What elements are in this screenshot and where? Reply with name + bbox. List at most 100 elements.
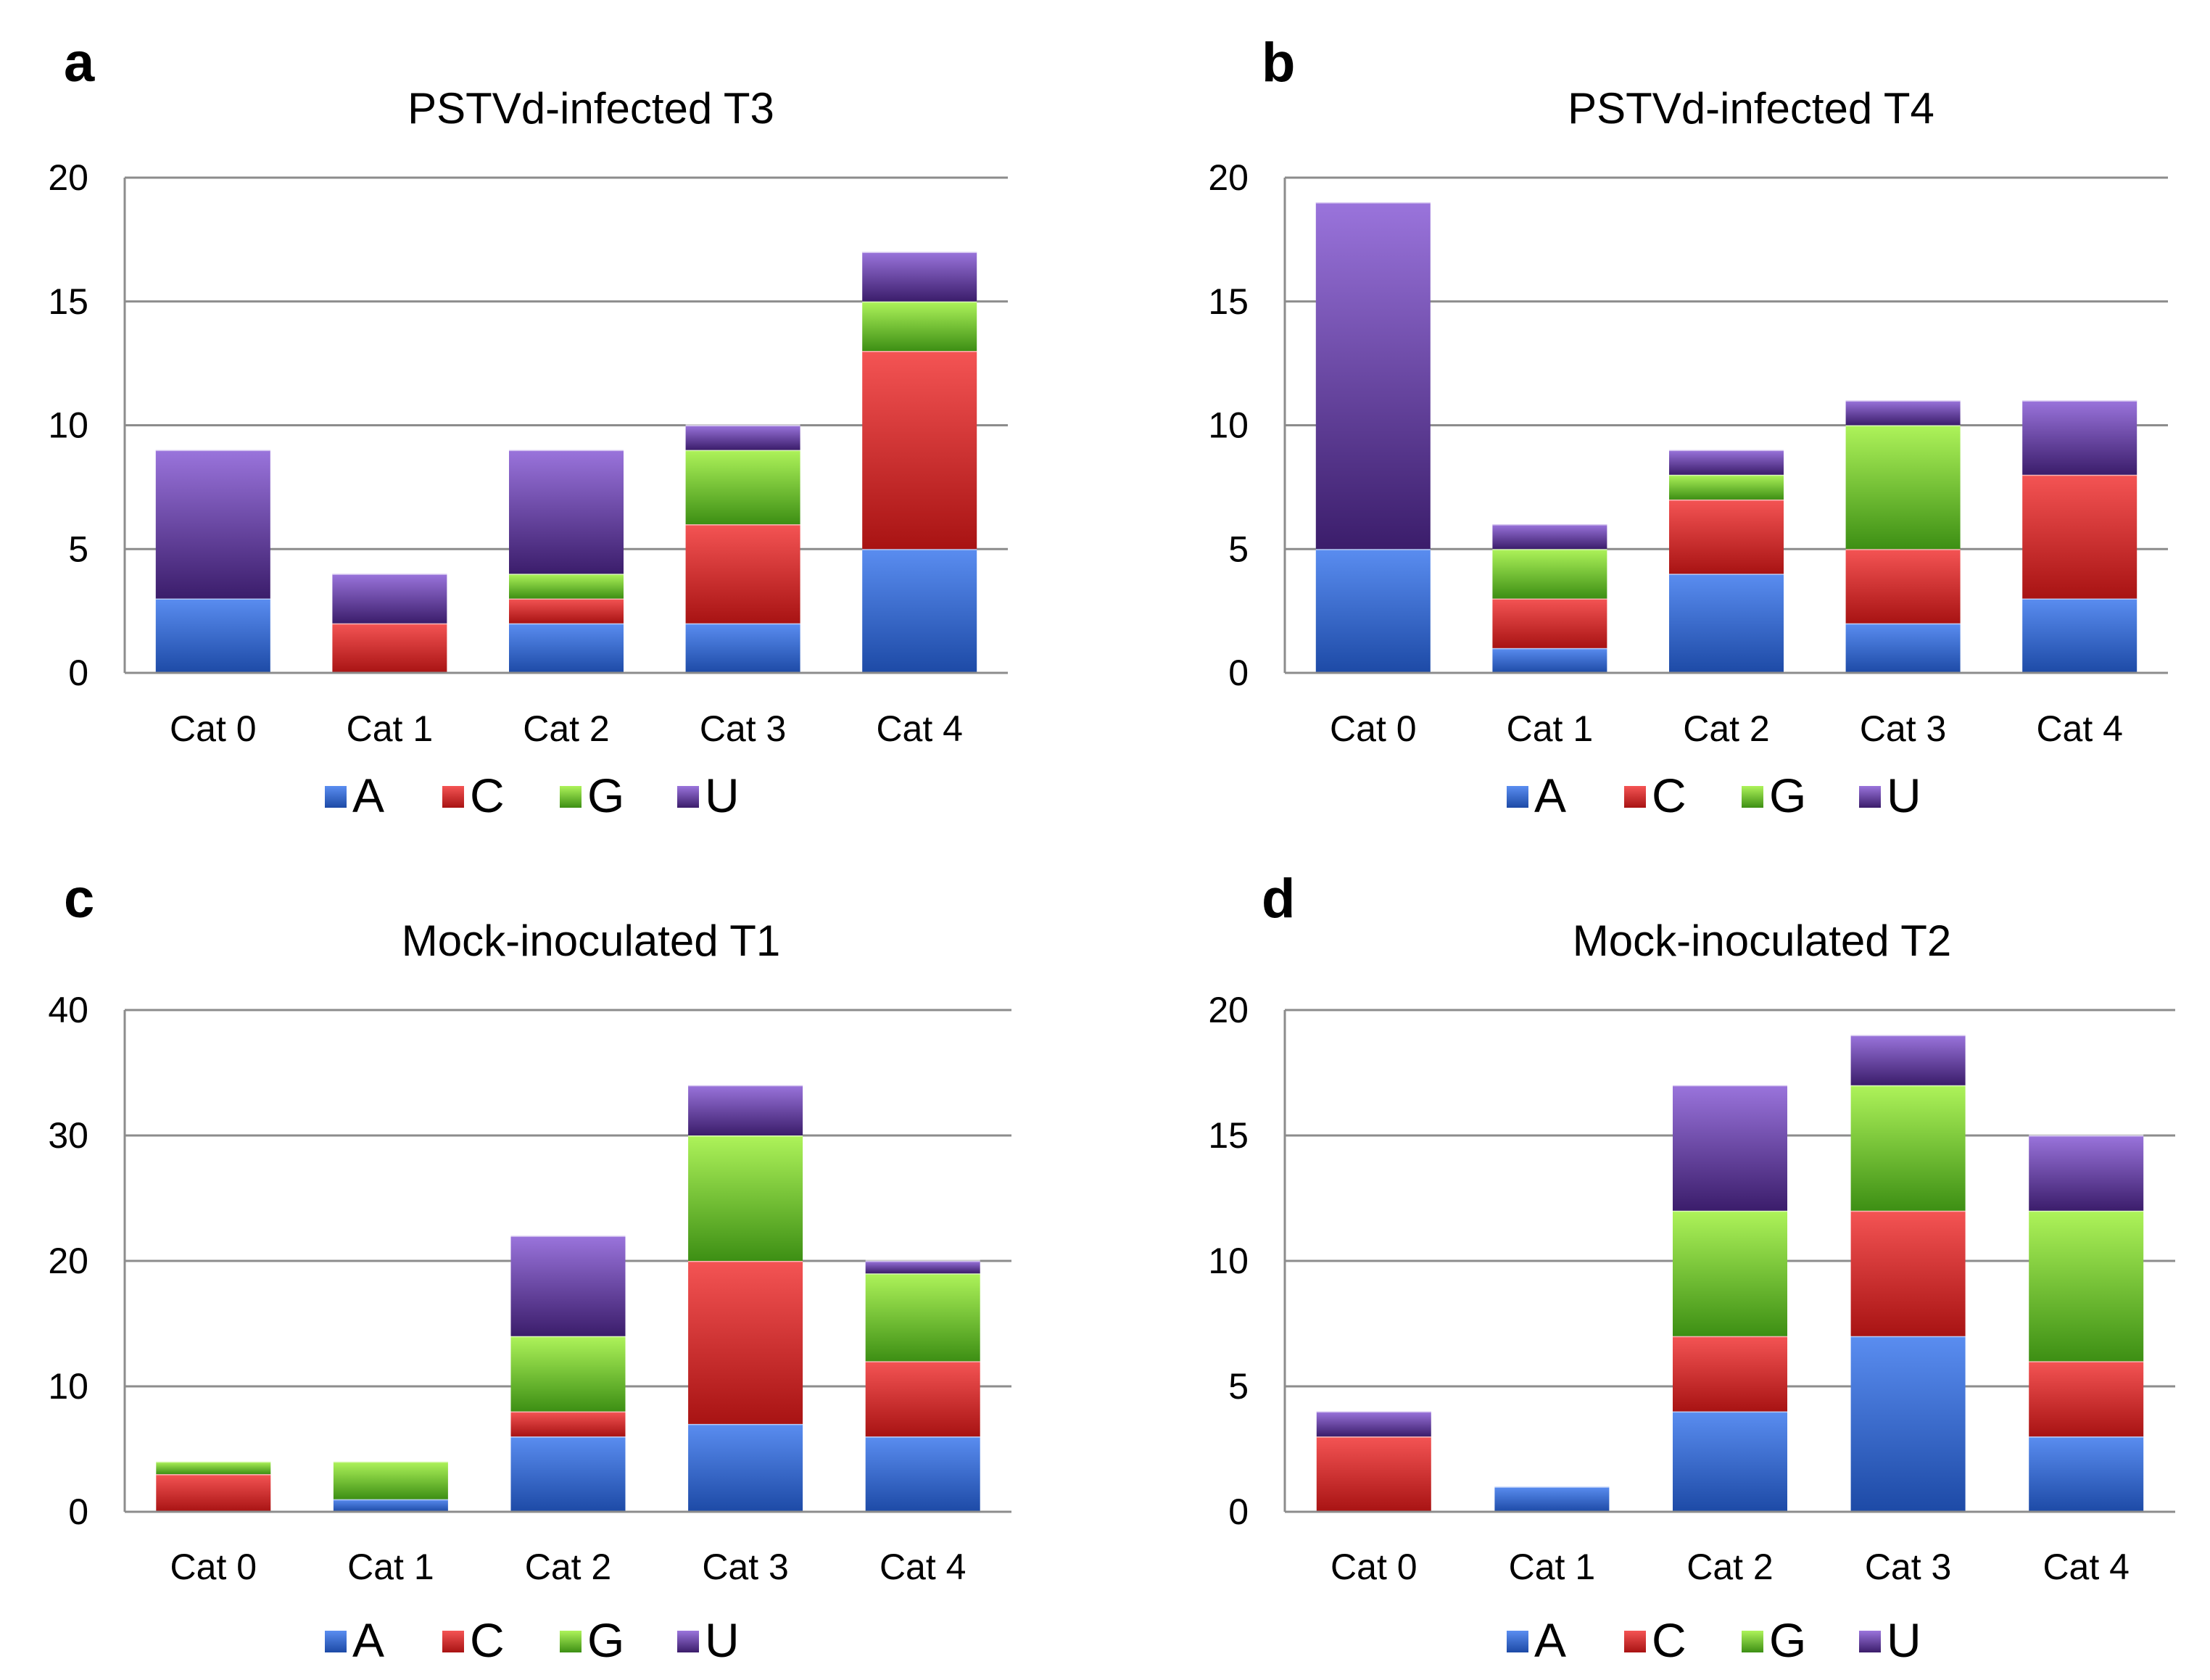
legend-swatch-A [1507, 786, 1528, 808]
chart-title: Mock-inoculated T2 [1573, 916, 1951, 965]
bar-segment-C-cat-0 [156, 1474, 271, 1512]
x-tick-label: Cat 1 [347, 708, 434, 749]
bar-segment-C-cat-4 [2022, 474, 2137, 599]
bar-segment-A-cat-3 [1850, 1336, 1966, 1512]
chart-title: PSTVd-infected T3 [407, 84, 774, 133]
y-tick-label: 40 [48, 990, 88, 1030]
bar-segment-A-cat-4 [862, 549, 977, 673]
x-tick-label: Cat 4 [876, 708, 963, 749]
bar-segment-A-cat-2 [509, 623, 624, 673]
legend-swatch-C [442, 786, 464, 808]
legend-label-G: G [587, 1613, 624, 1667]
y-tick-label: 15 [48, 281, 88, 322]
legend-swatch-C [1624, 786, 1646, 808]
y-tick-label: 20 [48, 1241, 88, 1281]
bar-segment-U-cat-4 [2029, 1135, 2144, 1211]
bar-segment-C-cat-3 [688, 1261, 803, 1424]
bar-segment-C-cat-4 [865, 1361, 980, 1437]
chart-title: PSTVd-infected T4 [1568, 84, 1934, 133]
chart-panel-d: d Mock-inoculated T2 0 5 10 15 20 Cat 0 Cat 1 Cat… [1208, 868, 2175, 1667]
bar-segment-C-cat-2 [1669, 499, 1784, 574]
bar-segment-A-cat-4 [2029, 1436, 2144, 1512]
x-tick-label: Cat 0 [1330, 708, 1417, 749]
legend-label-A: A [1534, 1613, 1566, 1667]
bar-segment-U-cat-4 [865, 1261, 980, 1274]
legend-swatch-U [677, 786, 699, 808]
bars [1315, 201, 2137, 673]
bar-segment-G-cat-2 [1669, 474, 1784, 500]
bar-segment-C-cat-3 [1845, 549, 1961, 624]
bar-segment-A-cat-3 [685, 623, 800, 673]
bar-segment-C-cat-2 [1673, 1336, 1787, 1412]
x-tick-label: Cat 1 [1509, 1547, 1596, 1587]
legend-label-G: G [1769, 1613, 1806, 1667]
bar-segment-G-cat-2 [1673, 1210, 1787, 1336]
bar-segment-U-cat-3 [1850, 1035, 1966, 1085]
bar-segment-A-cat-4 [2022, 598, 2137, 673]
x-tick-label: Cat 3 [1860, 708, 1947, 749]
y-tick-label: 0 [1228, 653, 1249, 693]
bar-segment-G-cat-3 [1845, 425, 1961, 550]
y-tick-label: 5 [1228, 529, 1249, 569]
legend-swatch-A [1507, 1631, 1528, 1652]
y-tick-label: 5 [68, 529, 88, 569]
bar-segment-C-cat-1 [332, 623, 447, 673]
bar-segment-A-cat-1 [1492, 647, 1607, 673]
legend-swatch-G [1742, 1631, 1763, 1652]
y-tick-label: 5 [1228, 1366, 1249, 1407]
legend-label-U: U [705, 769, 740, 822]
legend-swatch-G [1742, 786, 1763, 808]
chart-panel-a: a PSTVd-infected T3 0 5 10 15 20 Cat 0 Cat 1 Cat … [48, 32, 1008, 822]
x-tick-label: Cat 4 [2043, 1547, 2130, 1587]
x-tick-label: Cat 2 [1687, 1547, 1774, 1587]
bar-segment-C-cat-3 [1850, 1210, 1966, 1336]
y-tick-label: 20 [48, 157, 88, 198]
bar-segment-U-cat-4 [2022, 400, 2137, 475]
bar-segment-U-cat-3 [685, 425, 800, 450]
x-tick-label: Cat 2 [523, 708, 610, 749]
bar-segment-G-cat-4 [862, 301, 977, 352]
bar-segment-C-cat-2 [510, 1411, 626, 1437]
y-tick-label: 15 [1208, 281, 1249, 322]
panel-letter: a [64, 32, 95, 94]
legend-swatch-U [1859, 786, 1881, 808]
legend-label-C: C [470, 769, 505, 822]
legend-label-G: G [1769, 769, 1806, 822]
bar-segment-U-cat-0 [155, 450, 270, 599]
bar-segment-C-cat-3 [685, 524, 800, 624]
x-tick-label: Cat 1 [347, 1547, 434, 1587]
bar-segment-U-cat-2 [509, 450, 624, 574]
bar-segment-U-cat-4 [862, 252, 977, 302]
legend-swatch-C [1624, 1631, 1646, 1652]
bar-segment-U-cat-2 [1673, 1085, 1787, 1211]
bar-segment-G-cat-1 [1492, 549, 1607, 599]
bar-segment-G-cat-4 [2029, 1210, 2144, 1362]
x-tick-label: Cat 0 [1330, 1547, 1418, 1587]
x-tick-label: Cat 1 [1507, 708, 1594, 749]
legend-swatch-U [1859, 1631, 1881, 1652]
legend-label-U: U [1887, 769, 1921, 822]
panel-letter: b [1262, 32, 1295, 94]
legend-label-C: C [1652, 1613, 1687, 1667]
legend-label-G: G [587, 769, 624, 822]
bar-segment-U-cat-1 [332, 574, 447, 624]
legend-swatch-A [325, 786, 347, 808]
y-tick-label: 10 [48, 1366, 88, 1407]
y-tick-label: 0 [1228, 1491, 1249, 1532]
x-tick-label: Cat 2 [1683, 708, 1770, 749]
y-tick-label: 10 [48, 405, 88, 446]
legend-label-U: U [705, 1613, 740, 1667]
y-tick-label: 30 [48, 1115, 88, 1156]
y-tick-label: 20 [1208, 990, 1249, 1030]
legend-swatch-G [560, 786, 582, 808]
bar-segment-C-cat-4 [2029, 1361, 2144, 1437]
legend-label-A: A [352, 769, 384, 822]
bar-segment-U-cat-3 [688, 1085, 803, 1135]
bar-segment-A-cat-0 [1315, 549, 1431, 673]
y-tick-label: 0 [68, 653, 88, 693]
